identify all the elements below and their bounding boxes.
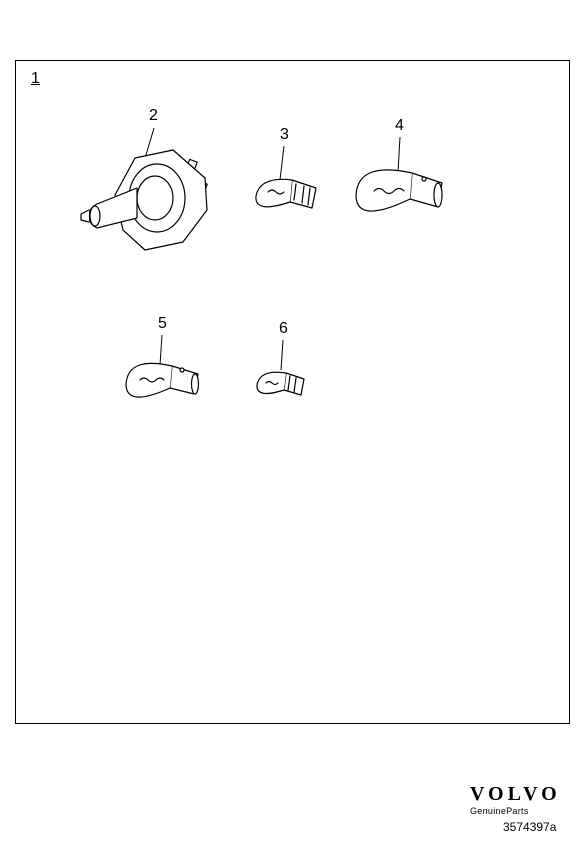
brand-block: VOLVO GenuineParts [470,783,561,816]
part-wedge-bulb-large [250,170,320,225]
brand-logo: VOLVO [470,783,561,806]
brand-subtext: GenuineParts [470,806,561,816]
leader-6 [0,0,583,849]
part-bayonet-bulb-small [120,350,205,420]
diagram-part-number: 3574397a [503,820,556,834]
part-bayonet-bulb-large [350,155,450,235]
part-headlamp-bulb [75,140,225,280]
part-wedge-bulb-small [252,365,307,407]
